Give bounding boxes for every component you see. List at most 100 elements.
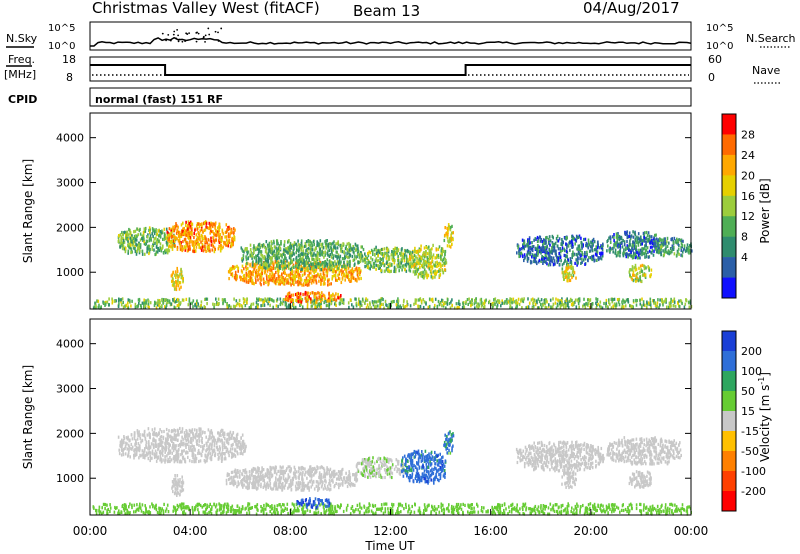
power-cell xyxy=(636,299,638,303)
power-cell xyxy=(637,232,640,236)
power-cell xyxy=(397,264,399,268)
power-cell xyxy=(681,254,684,258)
power-cell xyxy=(663,253,665,257)
power-cell xyxy=(326,271,329,275)
power-cell xyxy=(641,305,643,309)
power-cell xyxy=(258,248,261,252)
power-cell xyxy=(146,235,149,239)
cpid-panel: CPID normal (fast) 151 RF xyxy=(8,87,692,107)
power-cell xyxy=(134,238,137,242)
power-cell xyxy=(333,240,335,244)
freq-tick-top: 18 xyxy=(62,53,76,66)
power-cell xyxy=(139,249,141,253)
power-cell xyxy=(633,246,636,250)
power-cell xyxy=(164,305,166,309)
power-cell xyxy=(268,299,270,303)
power-cell xyxy=(208,227,211,231)
power-cell xyxy=(526,257,529,261)
power-cell xyxy=(354,254,356,258)
power-cell xyxy=(310,264,312,269)
power-cell xyxy=(559,299,562,303)
power-cell xyxy=(380,263,382,267)
power-cell xyxy=(201,222,203,226)
power-cell xyxy=(144,303,147,308)
power-cell xyxy=(551,242,554,246)
power-cell xyxy=(247,250,250,254)
power-cell xyxy=(127,233,129,237)
power-cell xyxy=(527,249,530,253)
power-cell xyxy=(586,302,588,306)
velocity-cell xyxy=(214,505,217,509)
power-cell xyxy=(553,259,556,263)
power-cell xyxy=(419,255,421,259)
velocity-cell xyxy=(602,504,604,508)
power-cell xyxy=(676,237,678,241)
nsky-dot xyxy=(169,39,172,42)
power-cell xyxy=(410,252,412,256)
power-cell xyxy=(321,266,323,270)
power-cell xyxy=(207,238,210,242)
power-cell xyxy=(131,234,133,238)
power-cell xyxy=(227,226,229,230)
power-cell xyxy=(624,300,627,304)
power-cell xyxy=(673,236,676,240)
power-cell xyxy=(182,239,184,244)
power-cell xyxy=(133,230,135,234)
power-cell xyxy=(544,245,547,250)
power-cell xyxy=(249,253,252,258)
power-cell xyxy=(500,304,502,308)
power-cell xyxy=(258,256,260,260)
power-cell xyxy=(295,259,298,263)
power-cell xyxy=(352,258,355,262)
power-cell xyxy=(568,275,570,279)
power-cell xyxy=(588,249,591,253)
power-cell xyxy=(624,246,627,250)
power-cell xyxy=(662,303,664,307)
power-cell xyxy=(314,246,317,251)
power-cell xyxy=(321,250,323,254)
velocity-cell xyxy=(512,507,514,511)
power-cell xyxy=(591,241,593,245)
power-cell xyxy=(120,303,123,307)
power-cell xyxy=(347,301,350,305)
power-cell xyxy=(257,305,259,309)
power-cell xyxy=(188,233,190,238)
power-cell xyxy=(240,246,243,250)
power-cell xyxy=(334,260,336,264)
power-cell xyxy=(340,249,342,253)
power-cell xyxy=(143,227,146,231)
velocity-cell xyxy=(438,510,441,514)
power-cell xyxy=(633,251,635,255)
power-cell xyxy=(441,247,443,251)
power-cell xyxy=(124,304,126,308)
power-cell xyxy=(292,258,295,262)
power-cell xyxy=(578,299,581,303)
power-cell xyxy=(213,222,216,226)
power-cell xyxy=(277,304,279,308)
power-cell xyxy=(641,297,643,301)
power-cell xyxy=(148,305,150,309)
power-cell xyxy=(326,269,329,273)
power-cell xyxy=(549,254,551,258)
power-cell xyxy=(443,302,445,306)
power-cell xyxy=(305,258,308,262)
power-cell xyxy=(275,279,278,283)
power-cell xyxy=(529,251,532,255)
power-cell xyxy=(336,246,339,250)
power-cell xyxy=(272,266,275,270)
power-cell xyxy=(470,300,473,304)
power-cell xyxy=(354,242,357,246)
power-cell xyxy=(546,257,548,261)
power-cell xyxy=(375,257,377,261)
power-cell xyxy=(121,241,124,245)
power-cell xyxy=(337,273,339,277)
power-cell xyxy=(208,246,210,250)
power-cell xyxy=(330,255,333,259)
power-cell xyxy=(509,302,511,306)
power-cell xyxy=(335,298,338,302)
power-cell xyxy=(305,276,308,280)
power-cell xyxy=(439,300,442,305)
power-cell xyxy=(288,244,291,248)
nsky-dot xyxy=(214,30,217,33)
power-cell xyxy=(425,252,427,256)
